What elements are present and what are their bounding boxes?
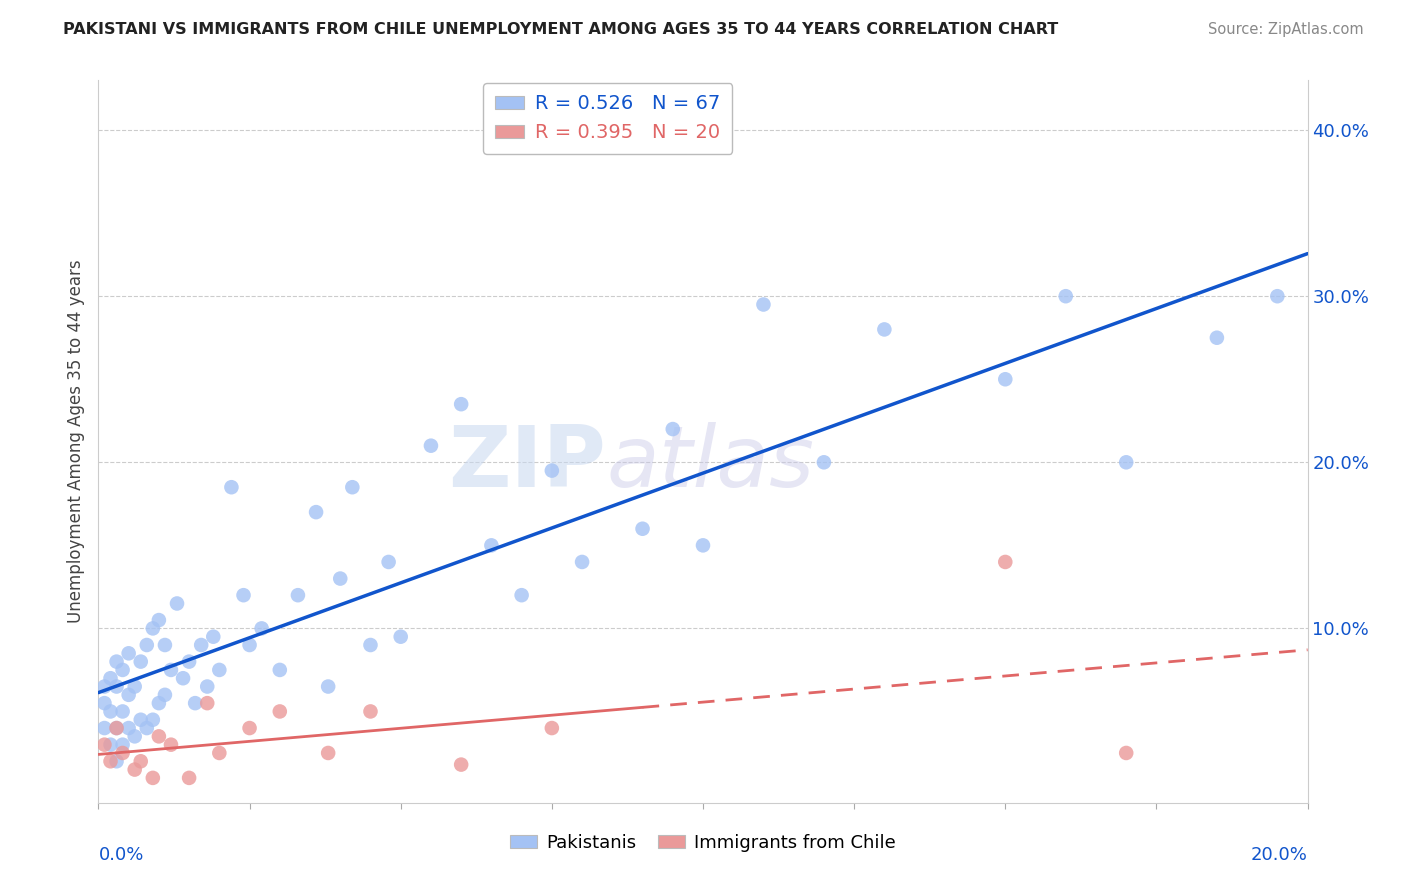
Point [540, 464, 562, 478]
Point [111, 738, 134, 752]
Point [153, 638, 176, 652]
Point [166, 597, 188, 611]
Y-axis label: Unemployment Among Ages 35 to 44 years: Unemployment Among Ages 35 to 44 years [66, 260, 84, 624]
Point [316, 680, 339, 694]
Point [148, 613, 170, 627]
Point [510, 588, 533, 602]
Point [239, 721, 262, 735]
Point [1054, 289, 1077, 303]
Point [208, 663, 231, 677]
Point [269, 663, 291, 677]
Point [1115, 455, 1137, 469]
Point [129, 713, 152, 727]
Point [873, 322, 896, 336]
Point [202, 630, 225, 644]
Point [135, 638, 157, 652]
Point [269, 705, 291, 719]
Point [118, 721, 141, 735]
Point [129, 754, 152, 768]
Point [360, 638, 382, 652]
Point [118, 646, 141, 660]
Point [450, 397, 472, 411]
Point [111, 705, 134, 719]
Point [342, 480, 364, 494]
Point [105, 680, 128, 694]
Point [93, 680, 115, 694]
Point [329, 572, 352, 586]
Point [93, 738, 115, 752]
Point [184, 696, 207, 710]
Point [179, 771, 201, 785]
Point [148, 696, 170, 710]
Point [232, 588, 254, 602]
Point [129, 655, 152, 669]
Point [813, 455, 835, 469]
Point [105, 754, 128, 768]
Point [1115, 746, 1137, 760]
Point [124, 763, 146, 777]
Point [540, 721, 562, 735]
Point [190, 638, 212, 652]
Point [661, 422, 683, 436]
Point [692, 538, 714, 552]
Point [316, 746, 339, 760]
Point [389, 630, 412, 644]
Text: Source: ZipAtlas.com: Source: ZipAtlas.com [1208, 22, 1364, 37]
Point [994, 372, 1017, 386]
Point [100, 754, 122, 768]
Point [124, 730, 146, 744]
Text: ZIP: ZIP [449, 422, 606, 505]
Point [105, 655, 128, 669]
Point [239, 638, 262, 652]
Point [160, 738, 183, 752]
Point [142, 771, 165, 785]
Point [93, 721, 115, 735]
Text: 0.0%: 0.0% [98, 847, 143, 864]
Point [135, 721, 157, 735]
Point [571, 555, 593, 569]
Point [93, 696, 115, 710]
Point [118, 688, 141, 702]
Point [148, 730, 170, 744]
Point [111, 663, 134, 677]
Point [172, 671, 194, 685]
Point [124, 680, 146, 694]
Legend: Pakistanis, Immigrants from Chile: Pakistanis, Immigrants from Chile [503, 826, 903, 859]
Point [105, 721, 128, 735]
Point [1267, 289, 1289, 303]
Point [305, 505, 328, 519]
Point [250, 621, 273, 635]
Point [179, 655, 201, 669]
Point [420, 439, 443, 453]
Point [631, 522, 654, 536]
Point [111, 746, 134, 760]
Point [100, 705, 122, 719]
Point [100, 671, 122, 685]
Point [481, 538, 503, 552]
Point [360, 705, 382, 719]
Text: atlas: atlas [606, 422, 814, 505]
Point [377, 555, 399, 569]
Point [142, 713, 165, 727]
Point [100, 738, 122, 752]
Text: 20.0%: 20.0% [1251, 847, 1308, 864]
Point [1206, 331, 1229, 345]
Point [994, 555, 1017, 569]
Point [195, 680, 218, 694]
Text: PAKISTANI VS IMMIGRANTS FROM CHILE UNEMPLOYMENT AMONG AGES 35 TO 44 YEARS CORREL: PAKISTANI VS IMMIGRANTS FROM CHILE UNEMP… [63, 22, 1059, 37]
Point [105, 721, 128, 735]
Point [153, 688, 176, 702]
Point [160, 663, 183, 677]
Point [208, 746, 231, 760]
Point [221, 480, 243, 494]
Point [195, 696, 218, 710]
Point [450, 757, 472, 772]
Point [142, 621, 165, 635]
Point [752, 297, 775, 311]
Point [287, 588, 309, 602]
